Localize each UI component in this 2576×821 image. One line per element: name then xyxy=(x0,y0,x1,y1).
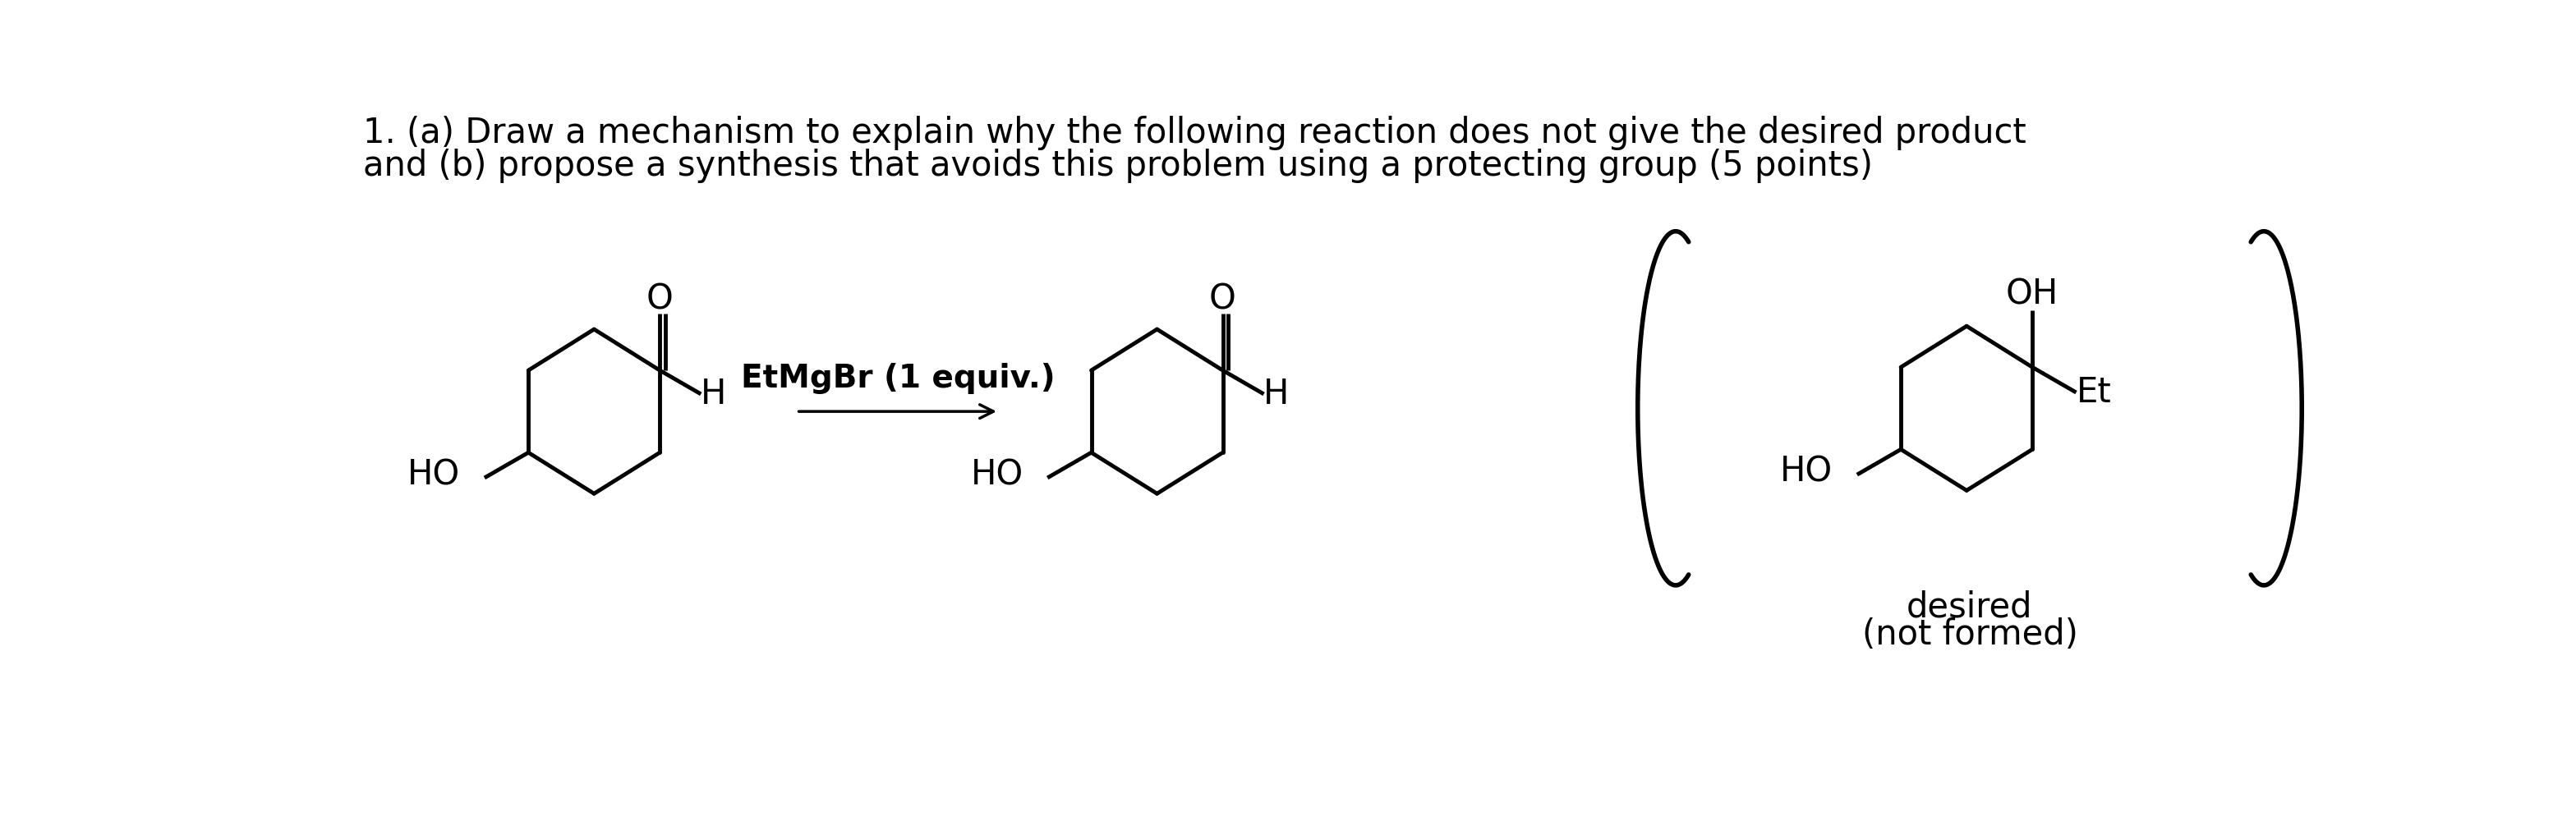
Text: (not formed): (not formed) xyxy=(1862,617,2079,652)
Text: HO: HO xyxy=(971,457,1023,492)
Text: EtMgBr (1 equiv.): EtMgBr (1 equiv.) xyxy=(739,363,1054,394)
Text: OH: OH xyxy=(2007,277,2058,312)
Text: H: H xyxy=(1265,377,1291,411)
Text: 1. (a) Draw a mechanism to explain why the following reaction does not give the : 1. (a) Draw a mechanism to explain why t… xyxy=(363,116,2027,150)
Text: HO: HO xyxy=(1780,454,1834,488)
Text: Et: Et xyxy=(2076,375,2112,410)
Text: desired: desired xyxy=(1906,590,2032,625)
Text: O: O xyxy=(647,282,672,317)
Text: HO: HO xyxy=(407,457,461,492)
Text: and (b) propose a synthesis that avoids this problem using a protecting group (5: and (b) propose a synthesis that avoids … xyxy=(363,149,1873,183)
Text: O: O xyxy=(1208,282,1236,317)
Text: H: H xyxy=(701,377,726,411)
